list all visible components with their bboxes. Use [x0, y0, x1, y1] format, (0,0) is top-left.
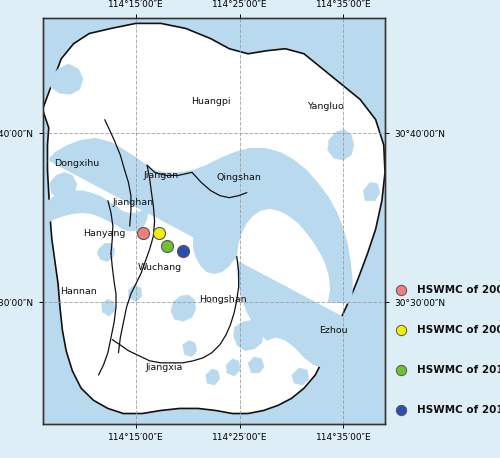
Polygon shape [50, 172, 77, 199]
Text: Yangluo: Yangluo [308, 102, 344, 111]
Polygon shape [48, 170, 150, 231]
Polygon shape [42, 23, 385, 414]
Text: HSWMC of 2002: HSWMC of 2002 [416, 285, 500, 295]
Text: HSWMC of 2017: HSWMC of 2017 [416, 405, 500, 415]
Polygon shape [248, 357, 264, 373]
Text: HSWMC of 2007: HSWMC of 2007 [416, 325, 500, 335]
Polygon shape [48, 138, 354, 368]
Polygon shape [266, 288, 282, 305]
Point [398, 407, 406, 414]
Polygon shape [363, 182, 380, 201]
Polygon shape [128, 285, 142, 302]
Polygon shape [102, 299, 116, 316]
Text: Jianghan: Jianghan [112, 198, 154, 207]
Text: Hongshan: Hongshan [200, 294, 247, 304]
Polygon shape [171, 295, 196, 322]
Polygon shape [234, 320, 264, 351]
Text: Ezhou: Ezhou [320, 326, 348, 335]
Text: Hanyang: Hanyang [84, 229, 126, 238]
Polygon shape [206, 369, 220, 385]
Point [398, 366, 406, 374]
Polygon shape [275, 294, 306, 329]
Text: Huangpi: Huangpi [191, 97, 230, 106]
Text: Qingshan: Qingshan [216, 173, 261, 182]
Text: Hannan: Hannan [60, 288, 97, 296]
Point [398, 327, 406, 334]
Point [155, 229, 163, 237]
Polygon shape [193, 208, 238, 274]
Polygon shape [316, 344, 332, 362]
Text: Wuchang: Wuchang [138, 263, 182, 272]
Polygon shape [342, 363, 359, 383]
Point [178, 248, 186, 255]
Polygon shape [328, 130, 354, 160]
Text: Jiangxia: Jiangxia [145, 363, 182, 372]
Text: HSWMC of 2012: HSWMC of 2012 [416, 365, 500, 375]
Point [140, 229, 147, 237]
Point [163, 243, 171, 250]
Text: Dongxihu: Dongxihu [54, 159, 100, 168]
Polygon shape [226, 359, 240, 376]
Polygon shape [182, 341, 197, 357]
Polygon shape [292, 368, 309, 385]
Text: Jiangan: Jiangan [144, 171, 178, 180]
Polygon shape [98, 243, 114, 262]
Polygon shape [48, 64, 83, 94]
Point [398, 286, 406, 294]
